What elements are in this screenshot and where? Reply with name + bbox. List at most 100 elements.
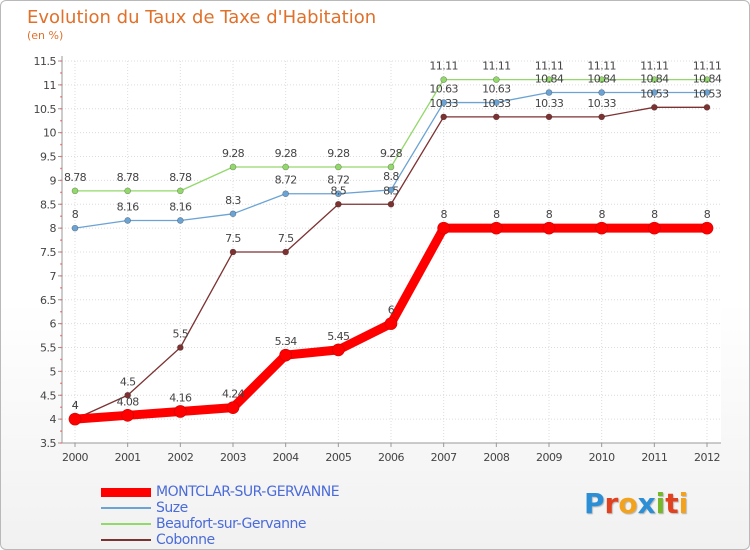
- y-tick-label: 7: [50, 270, 57, 283]
- chart-title: Evolution du Taux de Taxe d'Habitation: [27, 7, 377, 28]
- x-tick-label: 2006: [378, 451, 404, 464]
- y-tick-label: 6.5: [40, 294, 56, 307]
- data-label: 8: [651, 208, 658, 221]
- data-label: 8: [493, 208, 500, 221]
- data-label: 8.78: [117, 171, 140, 184]
- x-tick-label: 2008: [483, 451, 509, 464]
- data-label: 9.28: [275, 147, 298, 160]
- data-label: 8.8: [383, 170, 399, 183]
- axis-dot: [60, 370, 62, 373]
- data-point: [598, 76, 605, 83]
- axis-dot: [60, 215, 62, 217]
- data-point: [440, 99, 447, 106]
- y-tick-label: 3.5: [40, 437, 56, 450]
- data-label: 10.53: [693, 87, 722, 100]
- data-label: 8.3: [225, 194, 241, 207]
- data-point: [282, 248, 289, 256]
- data-label: 8: [546, 208, 553, 221]
- legend-item: Cobonne: [101, 532, 421, 548]
- data-label: 4: [72, 399, 79, 412]
- legend: MONTCLAR-SUR-GERVANNE Suze Beaufort-sur-Ge…: [101, 484, 421, 548]
- legend-swatch: [101, 523, 151, 525]
- data-label: 9.28: [327, 147, 350, 160]
- y-tick-label: 9.5: [40, 151, 56, 164]
- data-point: [703, 76, 711, 83]
- data-point: [335, 200, 342, 208]
- data-label: 11.11: [587, 60, 616, 73]
- data-label: 10.33: [587, 97, 616, 110]
- logo-letter: o: [618, 487, 638, 520]
- data-label: 10.33: [535, 97, 564, 110]
- data-label: 10.33: [429, 97, 458, 110]
- y-tick-label: 4: [50, 413, 57, 426]
- y-tick-label: 6: [50, 318, 57, 331]
- data-point: [279, 348, 292, 362]
- data-point: [387, 200, 395, 208]
- data-label: 9.28: [222, 147, 245, 160]
- data-point: [177, 217, 184, 224]
- data-point: [440, 113, 447, 121]
- y-tick-label: 7.5: [40, 246, 56, 259]
- data-point: [387, 186, 395, 194]
- data-point: [651, 89, 658, 96]
- data-label: 8.5: [383, 184, 399, 197]
- axis-dot: [60, 203, 62, 206]
- data-label: 10.33: [482, 97, 511, 110]
- data-label: 8.16: [169, 200, 192, 213]
- axis-dot: [60, 179, 62, 182]
- data-point: [229, 248, 237, 256]
- axis-dot: [60, 155, 62, 158]
- data-label: 8: [72, 208, 79, 221]
- axis-dot: [60, 72, 62, 74]
- data-point: [229, 210, 237, 218]
- data-point: [226, 401, 240, 414]
- axis-dot: [60, 60, 62, 62]
- data-point: [124, 391, 131, 399]
- axis-dot: [60, 239, 62, 241]
- axis-dot: [60, 418, 62, 420]
- axis-dot: [60, 143, 62, 146]
- data-point: [177, 187, 184, 195]
- axis-dot: [60, 322, 62, 325]
- data-point: [545, 113, 553, 121]
- data-label: 10.84: [640, 73, 669, 86]
- axis-dot: [60, 406, 62, 408]
- y-tick-label: 8: [50, 222, 57, 235]
- legend-label: Suze: [156, 500, 188, 516]
- legend-label: Cobonne: [156, 532, 215, 548]
- data-point: [282, 163, 289, 171]
- axis-dot: [60, 227, 62, 229]
- data-label: 7.5: [278, 232, 294, 245]
- logo-letter: i: [678, 487, 689, 520]
- axis-dot: [60, 310, 62, 313]
- axis-dot: [60, 430, 62, 432]
- data-point: [648, 221, 661, 235]
- axis-dot: [60, 287, 62, 289]
- axis-dot: [60, 251, 62, 253]
- data-point: [545, 89, 553, 96]
- y-tick-label: 9: [50, 174, 57, 187]
- data-label: 10.84: [535, 73, 564, 86]
- x-tick-label: 2001: [115, 451, 141, 464]
- data-label: 5.45: [327, 330, 350, 343]
- data-label: 4: [72, 399, 79, 412]
- data-point: [700, 221, 714, 235]
- axis-dot: [60, 167, 62, 170]
- data-point: [651, 104, 658, 111]
- data-label: 8.16: [117, 200, 140, 213]
- axis-dot: [60, 96, 62, 98]
- proxiti-logo: Proxiti: [584, 487, 688, 520]
- data-point: [177, 344, 184, 351]
- data-label: 8.78: [169, 171, 192, 184]
- y-tick-label: 8.5: [40, 198, 56, 211]
- y-tick-label: 5.5: [40, 342, 56, 355]
- y-axis-label: (en %): [27, 29, 64, 42]
- x-tick-label: 2002: [167, 451, 193, 464]
- x-tick-label: 2011: [641, 451, 667, 464]
- data-point: [282, 190, 289, 198]
- data-label: 8: [704, 208, 711, 221]
- x-tick-label: 2012: [694, 451, 720, 464]
- axis-dot: [60, 107, 62, 110]
- legend-item: Suze: [101, 500, 421, 516]
- data-point: [68, 412, 82, 426]
